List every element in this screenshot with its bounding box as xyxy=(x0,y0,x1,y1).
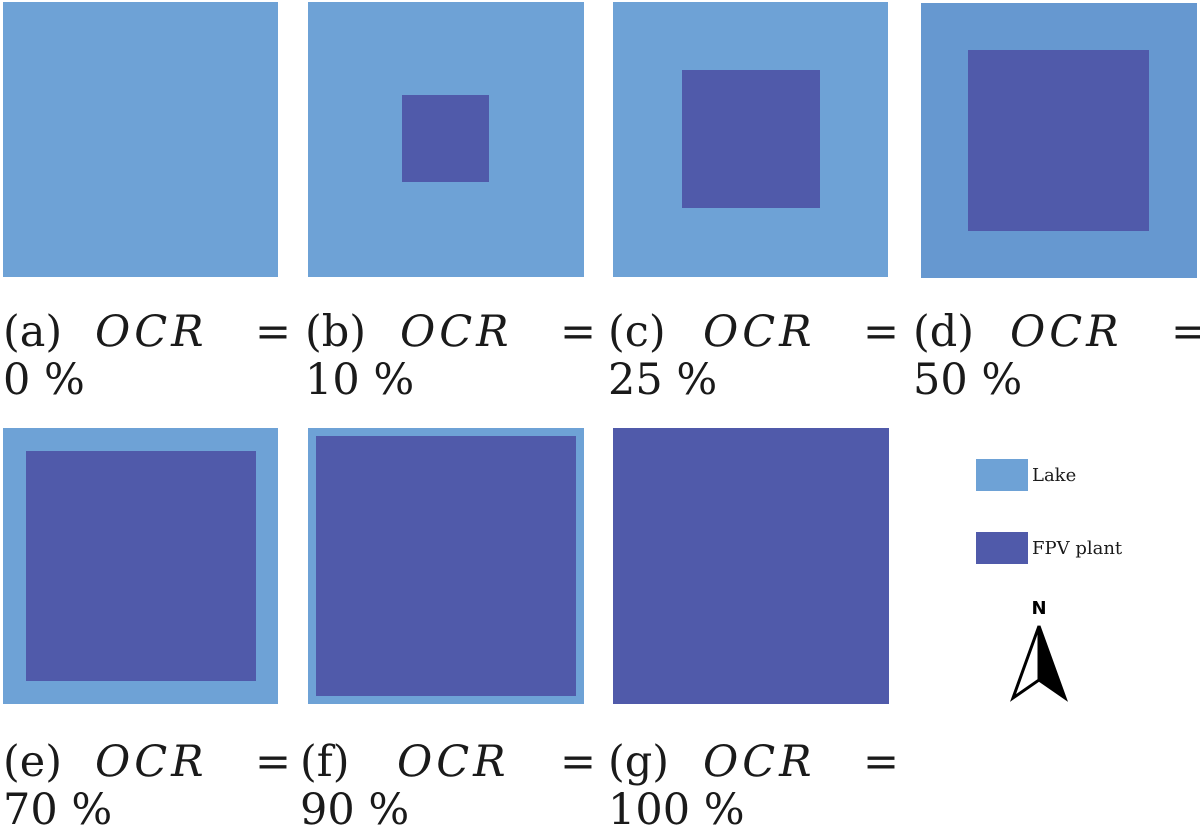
panel-g xyxy=(613,428,889,704)
north-arrow-icon: N xyxy=(1009,598,1069,702)
caption-b: (b) OCR = 10 % xyxy=(305,307,597,408)
caption-line-1: (c) OCR = xyxy=(608,307,900,357)
ocr-variable: OCR xyxy=(1010,307,1123,357)
panel-label: (c) xyxy=(608,307,666,357)
equals-sign: = xyxy=(560,307,597,357)
panel-c xyxy=(613,2,888,277)
ocr-value: 0 % xyxy=(3,355,85,405)
caption-line-1: (g) OCR = xyxy=(608,737,900,787)
north-arrow-right-half xyxy=(1037,625,1069,702)
panel-label: (b) xyxy=(305,307,367,357)
panel-a xyxy=(3,2,278,277)
equals-sign: = xyxy=(255,307,292,357)
panel-label: (d) xyxy=(913,307,975,357)
caption-e: (e) OCR = 70 % xyxy=(3,738,293,835)
caption-a: (a) OCR = 0 % xyxy=(3,308,293,408)
fpv-plant-area xyxy=(316,436,576,696)
ocr-variable: OCR xyxy=(400,307,513,357)
equals-sign: = xyxy=(1171,307,1200,357)
ocr-variable: OCR xyxy=(95,307,208,357)
caption-line-1: (e) OCR = xyxy=(3,738,293,786)
caption-f: (f) OCR = 90 % xyxy=(300,737,597,835)
panel-e xyxy=(3,428,278,704)
caption-c: (c) OCR = 25 % xyxy=(608,307,900,408)
panel-label: (g) xyxy=(608,737,670,787)
lake-area xyxy=(3,2,278,277)
fpv-plant-area xyxy=(968,50,1149,231)
ocr-variable: OCR xyxy=(95,737,208,787)
caption-d: (d) OCR = 50 % xyxy=(913,308,1200,408)
legend-plant-swatch xyxy=(976,532,1028,564)
panel-label: (e) xyxy=(3,737,62,787)
ocr-variable: OCR xyxy=(703,307,816,357)
legend-lake-swatch xyxy=(976,459,1028,491)
equals-sign: = xyxy=(863,307,900,357)
caption-g: (g) OCR = 100 % xyxy=(608,737,900,835)
panel-label: (f) xyxy=(300,737,350,787)
ocr-value: 90 % xyxy=(300,785,410,835)
ocr-value: 70 % xyxy=(3,785,113,835)
caption-line-1: (a) OCR = xyxy=(3,308,293,356)
legend-lake-label: Lake xyxy=(1032,465,1077,486)
fpv-plant-area xyxy=(26,451,256,681)
fpv-plant-area xyxy=(682,70,820,208)
panel-b xyxy=(308,2,584,277)
equals-sign: = xyxy=(255,737,292,787)
equals-sign: = xyxy=(863,737,900,787)
ocr-variable: OCR xyxy=(703,737,816,787)
ocr-value: 50 % xyxy=(913,355,1023,405)
north-label: N xyxy=(1031,598,1046,619)
caption-line-1: (f) OCR = xyxy=(300,737,597,787)
panel-f xyxy=(308,428,584,704)
ocr-value: 100 % xyxy=(608,785,745,835)
panel-label: (a) xyxy=(3,307,63,357)
caption-line-1: (d) OCR = xyxy=(913,308,1200,356)
legend-plant-label: FPV plant xyxy=(1032,538,1123,559)
caption-line-1: (b) OCR = xyxy=(305,307,597,357)
fpv-plant-area xyxy=(613,428,889,704)
north-arrow-left-half xyxy=(1009,625,1041,702)
panel-d xyxy=(921,3,1197,278)
equals-sign: = xyxy=(560,737,597,787)
fpv-plant-area xyxy=(402,95,489,182)
ocr-value: 10 % xyxy=(305,355,415,405)
ocr-variable: OCR xyxy=(397,737,510,787)
ocr-value: 25 % xyxy=(608,355,718,405)
